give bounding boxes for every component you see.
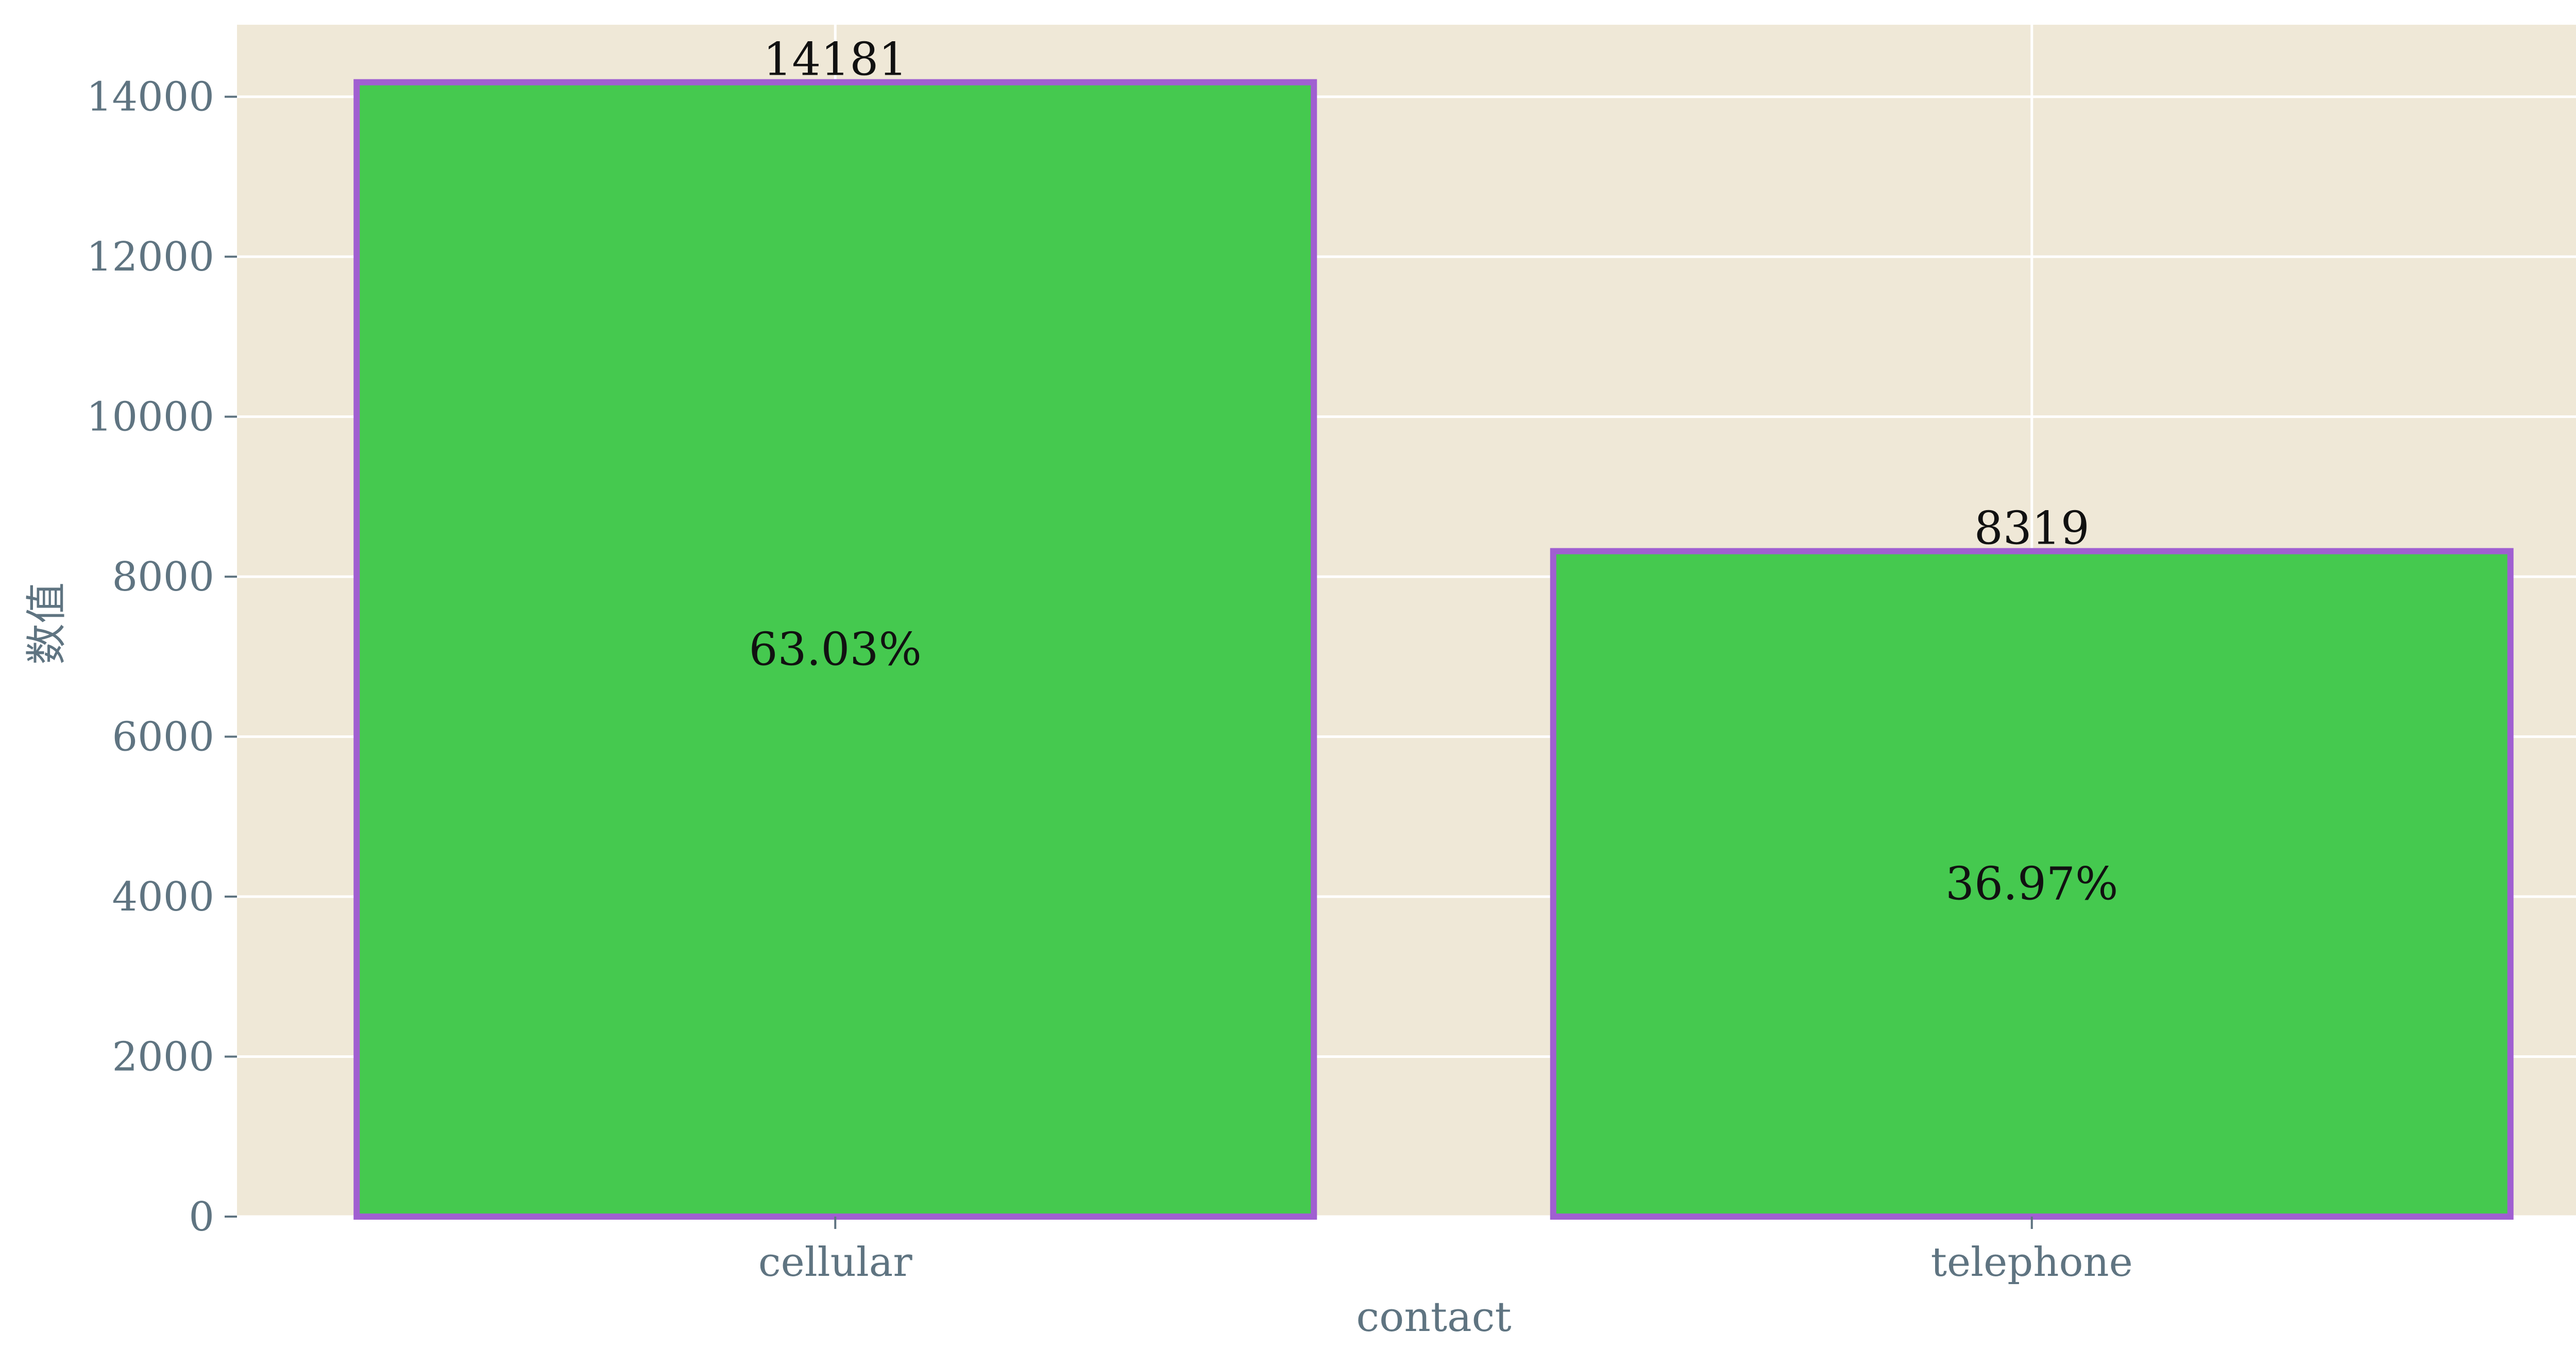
value-label-telephone: 8319 <box>1974 502 2090 555</box>
x-tick-label-cellular: cellular <box>758 1239 912 1286</box>
y-tick-label: 0 <box>189 1194 214 1240</box>
y-tick-label: 2000 <box>112 1034 214 1081</box>
bar-telephone <box>1550 548 2514 1220</box>
y-tick-label: 14000 <box>87 74 214 121</box>
y-tick-label: 10000 <box>87 394 214 441</box>
y-tick-label: 12000 <box>87 234 214 280</box>
x-tick-label-telephone: telephone <box>1931 1239 2133 1286</box>
x-axis-label: contact <box>1356 1293 1511 1341</box>
y-tick-label: 6000 <box>112 714 214 761</box>
bars: 14181 63.03% 8319 36.97% <box>353 33 2514 1220</box>
y-axis-ticks: 0 2000 4000 6000 8000 10000 12000 14000 <box>87 74 237 1240</box>
value-label-cellular: 14181 <box>763 33 907 86</box>
percent-label-cellular: 63.03% <box>749 622 922 676</box>
y-tick-label: 4000 <box>112 874 214 920</box>
y-tick-label: 8000 <box>112 554 214 600</box>
x-axis-ticks: cellular telephone <box>758 1217 2133 1286</box>
y-axis-label: 数值 <box>23 582 71 665</box>
percent-label-telephone: 36.97% <box>1945 857 2119 910</box>
bar-cellular <box>353 79 1317 1220</box>
